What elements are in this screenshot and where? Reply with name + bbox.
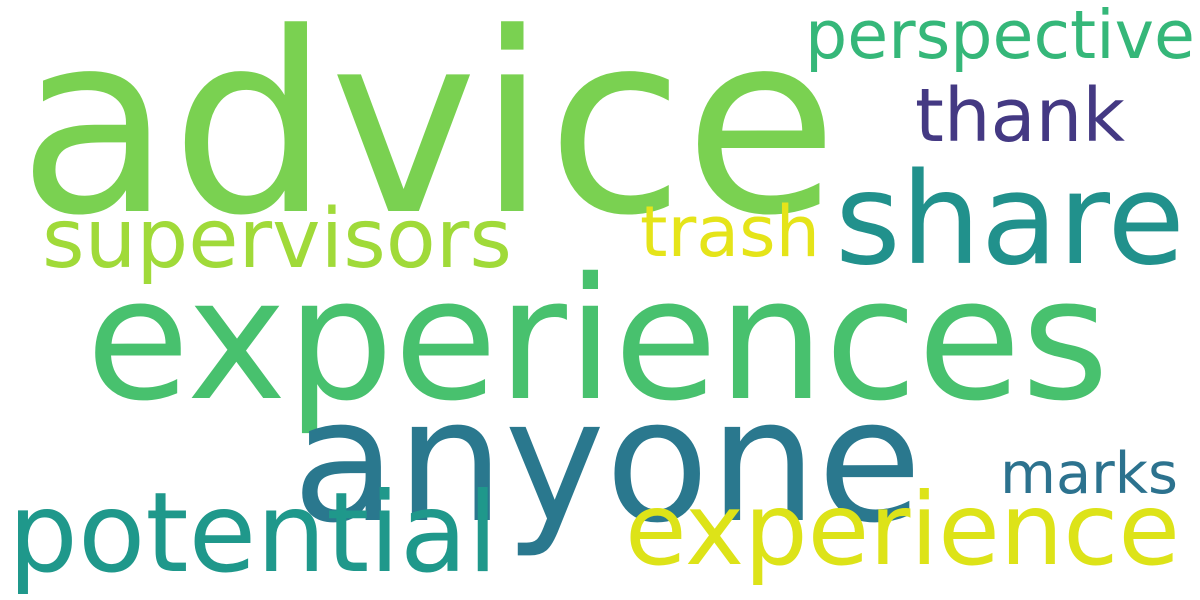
word-marks: marks xyxy=(1000,440,1178,508)
word-trash: trash xyxy=(640,191,820,274)
word-experiences: experiences xyxy=(85,241,1110,439)
word-perspective: perspective xyxy=(805,0,1195,74)
word-potential: potential xyxy=(8,468,498,597)
word-share: share xyxy=(835,145,1185,293)
word-anyone: anyone xyxy=(292,363,922,562)
word-supervisors: supervisors xyxy=(42,192,512,288)
word-advice: advice xyxy=(18,0,838,270)
word-thank: thank xyxy=(915,74,1125,160)
word-experience: experience xyxy=(625,470,1180,588)
